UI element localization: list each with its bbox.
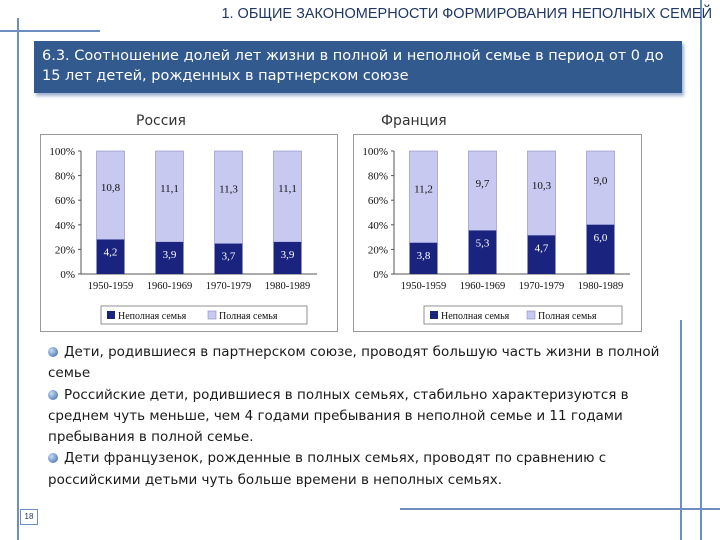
legend-label-complete: Полная семья — [219, 311, 278, 322]
y-tick-label: 40% — [55, 220, 75, 232]
chart-russia: 0% 20% 40% 60% 80% 100% 10,8 4,2 1950-1959 11,1 3,… — [49, 146, 317, 325]
data-label-complete: 11,3 — [219, 184, 238, 196]
decor-line-left — [17, 18, 19, 540]
data-label-incomplete: 5,3 — [476, 238, 490, 250]
y-tick-label: 0% — [60, 269, 75, 281]
bullet-item: Российские дети, родившиеся в полных сем… — [48, 386, 629, 446]
legend-swatch-incomplete — [107, 311, 115, 319]
bar-incomplete — [409, 242, 438, 274]
bullet-icon — [48, 389, 58, 400]
bar-incomplete — [155, 242, 184, 274]
legend-label-complete: Полная семья — [538, 311, 597, 322]
legend-label-incomplete: Неполная семья — [441, 311, 510, 322]
legend-box — [100, 305, 308, 325]
data-label-complete: 10,8 — [101, 182, 121, 194]
y-tick-label: 80% — [368, 171, 388, 183]
data-label-complete: 11,2 — [414, 183, 433, 195]
bar-complete — [586, 150, 615, 226]
data-label-incomplete: 4,7 — [535, 242, 549, 254]
x-tick-label: 1950-1959 — [401, 281, 447, 292]
x-tick-label: 1970-1979 — [206, 281, 252, 292]
y-tick-label: 100% — [49, 146, 75, 158]
bar-complete — [468, 150, 497, 231]
chart-frame-russia: 0% 20% 40% 60% 80% 100% 10,8 4,2 1950-1959 11,1 3,… — [40, 134, 338, 332]
chart-title-france: Франция — [381, 113, 447, 129]
x-tick-label: 1980-1989 — [265, 281, 311, 292]
bar-incomplete — [468, 230, 497, 274]
bullet-icon — [48, 347, 58, 357]
bar-incomplete — [96, 239, 125, 274]
y-tick-label: 40% — [368, 220, 388, 232]
legend-swatch-complete — [526, 310, 536, 320]
bar-complete — [155, 150, 184, 243]
x-tick-label: 1970-1979 — [519, 281, 565, 292]
bar-complete — [96, 150, 125, 240]
data-label-incomplete: 6,0 — [594, 232, 608, 244]
y-tick-label: 60% — [55, 195, 75, 207]
legend-swatch-incomplete — [430, 311, 438, 319]
banner-text: 6.3. Соотношение долей лет жизни в полно… — [42, 48, 664, 84]
data-label-complete: 10,3 — [532, 180, 552, 192]
chart-title-russia: Россия — [136, 113, 186, 129]
y-tick-label: 20% — [368, 244, 388, 256]
chart-france: 0% 20% 40% 60% 80% 100% 11,2 3,8 1950-1959 9,7 5,3… — [362, 146, 630, 325]
bullet-item: Дети французенок, рожденные в полных сем… — [48, 450, 607, 488]
legend-box — [423, 305, 623, 325]
page-number: 18 — [20, 509, 38, 525]
y-tick-label: 60% — [368, 195, 388, 207]
legend-label-incomplete: Неполная семья — [118, 311, 187, 322]
bar-complete — [214, 150, 243, 244]
data-label-incomplete: 4,2 — [104, 247, 118, 259]
bar-complete — [527, 150, 556, 236]
x-tick-label: 1950-1959 — [88, 281, 134, 292]
data-label-incomplete: 3,7 — [222, 251, 236, 263]
y-tick-label: 80% — [55, 171, 75, 183]
data-label-complete: 9,0 — [594, 175, 608, 187]
data-label-complete: 11,1 — [278, 183, 297, 195]
y-tick-label: 100% — [362, 146, 388, 158]
data-label-incomplete: 3,8 — [417, 250, 431, 262]
bar-incomplete — [214, 243, 243, 274]
chart-frame-france: 0% 20% 40% 60% 80% 100% 11,2 3,8 1950-1959 9,7 5,3… — [353, 134, 642, 332]
bar-complete — [273, 150, 302, 243]
bullet-icon — [48, 453, 58, 464]
data-label-incomplete: 3,9 — [163, 249, 177, 261]
data-label-complete: 9,7 — [476, 178, 490, 190]
bar-incomplete — [586, 224, 615, 274]
bar-incomplete — [527, 235, 556, 274]
decor-line-bottom-tick — [680, 320, 682, 540]
slide-banner: 6.3. Соотношение долей лет жизни в полно… — [34, 41, 682, 93]
legend-swatch-complete — [207, 310, 217, 320]
x-tick-label: 1960-1969 — [147, 281, 193, 292]
bar-incomplete — [273, 242, 302, 274]
page-title: 1. ОБЩИЕ ЗАКОНОМЕРНОСТИ ФОРМИРОВАНИЯ НЕП… — [221, 6, 712, 22]
x-tick-label: 1960-1969 — [460, 281, 506, 292]
bar-complete — [409, 150, 438, 244]
decor-line-right — [700, 0, 702, 540]
decor-line-bottom — [400, 508, 720, 510]
bullet-list: Дети, родившиеся в партнерском союзе, пр… — [48, 342, 678, 491]
y-tick-label: 0% — [373, 269, 388, 281]
data-label-incomplete: 3,9 — [281, 249, 295, 261]
data-label-complete: 11,1 — [160, 183, 179, 195]
y-tick-label: 20% — [55, 244, 75, 256]
bullet-item: Дети, родившиеся в партнерском союзе, пр… — [48, 344, 660, 382]
decor-line-top — [0, 30, 100, 32]
x-tick-label: 1980-1989 — [578, 281, 624, 292]
